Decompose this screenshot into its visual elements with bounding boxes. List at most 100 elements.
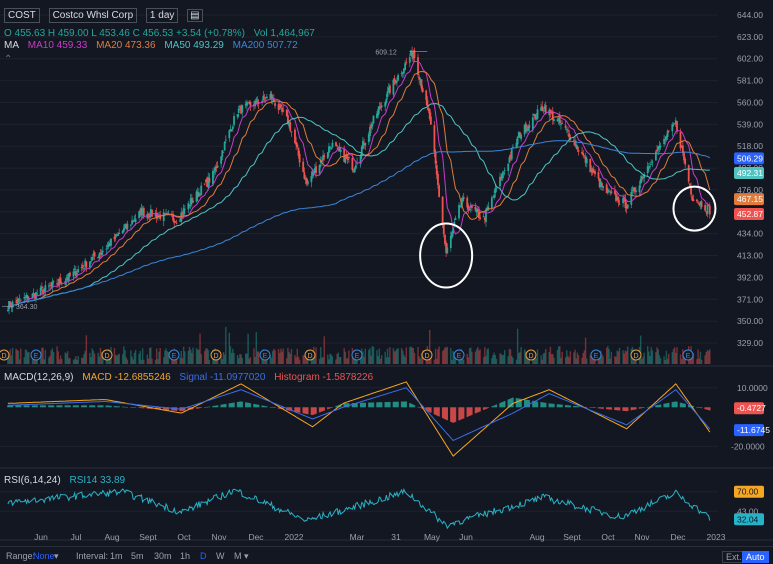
- volume-bar: [548, 351, 550, 364]
- range-select[interactable]: None: [33, 551, 55, 561]
- candle-body: [66, 277, 69, 280]
- auto-button[interactable]: Auto: [742, 551, 769, 563]
- stock-chart[interactable]: 609.12 364.30 D E D E D E D E D E D E D E 644.00 623.00…: [0, 0, 773, 546]
- price-tick-label: 434.00: [737, 229, 763, 239]
- histogram-bar: [463, 407, 465, 419]
- histogram-bar: [434, 407, 437, 415]
- volume-bar: [179, 357, 181, 364]
- interval-w[interactable]: W: [216, 551, 225, 561]
- volume-bar: [279, 353, 281, 364]
- candle-body: [289, 122, 292, 131]
- candle-body: [492, 196, 494, 198]
- histogram-bar: [523, 399, 526, 408]
- histogram-bar: [425, 407, 427, 411]
- volume-bar: [536, 349, 539, 364]
- interval-label[interactable]: 1 day: [145, 8, 179, 23]
- candle-body: [404, 63, 407, 71]
- calendar-icon[interactable]: ▤: [187, 9, 203, 22]
- histogram-bar: [450, 407, 452, 422]
- candle-body: [58, 278, 61, 286]
- candle-body: [425, 90, 428, 100]
- volume-bar: [471, 351, 473, 364]
- price-tag: 506.29: [737, 153, 763, 163]
- interval-m[interactable]: M: [234, 551, 242, 561]
- volume-bar: [356, 357, 358, 364]
- candle-body: [622, 198, 624, 204]
- candle-body: [155, 212, 158, 219]
- volume-bar: [673, 347, 676, 364]
- histogram-bar: [302, 407, 304, 414]
- candle-body: [468, 209, 471, 211]
- interval-5m[interactable]: 5m: [131, 551, 144, 561]
- histogram-bar: [516, 398, 519, 408]
- symbol-label[interactable]: COST: [4, 8, 40, 23]
- ma-legend: MA MA10 459.33 MA20 473.36 MA50 493.29 M…: [4, 40, 304, 51]
- histogram-bar: [392, 401, 395, 408]
- histogram-bar: [709, 407, 711, 411]
- volume-bar: [132, 359, 134, 364]
- volume-bar: [198, 349, 200, 364]
- candle-body: [495, 187, 498, 189]
- interval-1h[interactable]: 1h: [180, 551, 191, 561]
- candle-body: [490, 197, 493, 209]
- volume-bar: [93, 353, 96, 364]
- volume-bar: [314, 355, 316, 364]
- interval-chevron-icon[interactable]: ▾: [244, 551, 249, 561]
- histogram-bar: [212, 406, 214, 408]
- histogram-bar: [676, 401, 678, 408]
- range-chevron-icon[interactable]: ▾: [54, 551, 59, 561]
- candle-body: [74, 271, 77, 276]
- volume-bar: [453, 352, 456, 364]
- candle-body: [474, 206, 477, 211]
- volume-bar: [295, 357, 297, 364]
- histogram-bar: [386, 402, 389, 408]
- candle-body: [88, 261, 91, 268]
- histogram-bar: [184, 407, 186, 411]
- candle-body: [15, 301, 17, 303]
- candle-body: [676, 121, 678, 132]
- candle-body: [133, 220, 136, 222]
- volume-bar: [507, 356, 509, 364]
- histogram-bar: [297, 407, 300, 413]
- candle-body: [567, 130, 569, 132]
- bottom-toolbar: Range: None ▾ Interval: 1m 5m 30m 1h D W…: [0, 546, 773, 564]
- histogram-bar: [567, 405, 569, 408]
- volume-bar: [679, 354, 682, 364]
- volume-bar: [583, 350, 586, 364]
- candle-body: [503, 170, 506, 171]
- volume-bar: [59, 355, 62, 364]
- volume-bar: [586, 358, 588, 364]
- histogram-bar: [486, 407, 488, 409]
- volume-bar: [51, 348, 54, 364]
- candle-body: [483, 217, 486, 221]
- histogram-bar: [66, 405, 69, 408]
- volume-bar: [163, 357, 165, 364]
- histogram-bar: [330, 407, 332, 408]
- histogram-bar: [545, 402, 547, 408]
- candle-body: [590, 168, 593, 172]
- volume-bar: [274, 350, 276, 364]
- histogram-bar: [233, 402, 235, 408]
- volume-bar: [545, 349, 547, 364]
- histogram-bar: [245, 402, 247, 408]
- histogram-bar: [322, 407, 324, 412]
- collapse-icon[interactable]: ⌃: [4, 54, 13, 65]
- highlight-circles: [419, 185, 717, 289]
- histogram-bar: [77, 405, 79, 408]
- histogram-bar: [655, 405, 657, 408]
- histogram-bar: [329, 407, 331, 409]
- volume-bar: [655, 352, 657, 364]
- earnings-marker: [30, 349, 42, 361]
- volume-bar: [700, 359, 703, 364]
- interval-d[interactable]: D: [200, 551, 207, 561]
- volume-value: Vol 1,464,967: [253, 28, 315, 39]
- candle-body: [708, 205, 711, 215]
- candle-body: [321, 160, 323, 162]
- volume-bar: [706, 349, 709, 364]
- histogram-bar: [379, 402, 382, 408]
- candle-body: [32, 293, 35, 294]
- interval-30m[interactable]: 30m: [154, 551, 172, 561]
- interval-1m[interactable]: 1m: [110, 551, 123, 561]
- candle-body: [384, 102, 387, 107]
- histogram-bar: [384, 402, 386, 408]
